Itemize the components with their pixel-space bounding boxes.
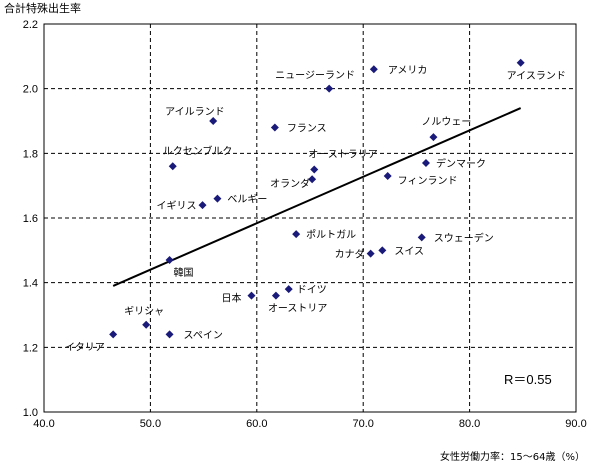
y-tick-label: 1.6 xyxy=(23,213,38,225)
point-label: スペイン xyxy=(184,330,223,341)
point-label: 韓国 xyxy=(174,267,194,279)
data-point xyxy=(142,320,151,329)
point-label: スイス xyxy=(394,246,424,257)
data-point xyxy=(270,123,279,132)
data-point xyxy=(325,84,334,93)
point-label: オーストラリア xyxy=(308,149,378,161)
point-label: イギリス xyxy=(157,200,197,212)
data-point xyxy=(308,175,317,184)
trend-line xyxy=(112,107,522,287)
x-tick-label: 40.0 xyxy=(33,418,54,430)
y-axis-title: 合計特殊出生率 xyxy=(4,1,81,15)
data-point xyxy=(378,246,387,255)
point-label: ドイツ xyxy=(297,285,327,296)
y-tick-label: 1.8 xyxy=(23,148,38,160)
data-point xyxy=(310,165,319,174)
data-point xyxy=(198,201,207,210)
grid xyxy=(44,24,576,412)
x-tick-label: 70.0 xyxy=(352,418,373,430)
point-label: ルクセンブルク xyxy=(163,144,233,157)
y-tick-labels: 1.0 1.2 1.4 1.6 1.8 2.0 2.2 xyxy=(23,19,38,419)
data-point xyxy=(284,285,293,294)
point-label: アイスランド xyxy=(507,70,566,82)
data-point xyxy=(271,291,280,300)
y-tick-label: 1.2 xyxy=(23,342,38,354)
data-point xyxy=(369,65,378,74)
point-label: イタリア xyxy=(65,341,105,353)
x-tick-label: 90.0 xyxy=(565,418,586,430)
data-point xyxy=(247,291,256,300)
correlation-annotation: R＝0.55 xyxy=(504,372,552,387)
point-label: フィンランド xyxy=(398,175,458,187)
point-label: カナダ xyxy=(335,248,365,261)
data-point xyxy=(165,256,174,265)
y-tick-label: 2.0 xyxy=(23,84,38,96)
data-point xyxy=(429,133,438,142)
point-label: アメリカ xyxy=(388,64,428,76)
point-label: ノルウェー xyxy=(421,116,471,128)
point-label: ポルトガル xyxy=(306,229,356,241)
point-label: スウェーデン xyxy=(434,231,494,244)
data-point xyxy=(366,249,375,258)
data-point xyxy=(383,171,392,180)
point-label: デンマーク xyxy=(436,157,486,170)
data-point xyxy=(168,162,177,171)
point-label: 日本 xyxy=(221,292,241,305)
plot-frame xyxy=(43,23,577,413)
y-tick-label: 1.0 xyxy=(23,407,38,419)
y-tick-label: 2.2 xyxy=(23,19,38,31)
point-label: ニュージーランド xyxy=(275,70,355,82)
x-tick-labels: 40.0 50.0 60.0 70.0 80.0 90.0 xyxy=(33,418,586,430)
x-tick-label: 60.0 xyxy=(246,418,267,430)
y-tick-label: 1.4 xyxy=(23,278,38,290)
point-label: オーストリア xyxy=(268,303,328,315)
data-point xyxy=(209,117,218,125)
x-tick-label: 50.0 xyxy=(140,418,161,430)
data-point xyxy=(292,230,301,239)
point-label: オランダ xyxy=(270,177,310,190)
point-label: アイルランド xyxy=(165,106,225,118)
data-point xyxy=(213,194,222,203)
data-point xyxy=(417,233,426,242)
data-point xyxy=(516,58,525,67)
point-label: ベルギー xyxy=(227,194,267,206)
x-tick-label: 80.0 xyxy=(459,418,480,430)
data-point xyxy=(165,330,174,339)
point-label: フランス xyxy=(287,122,327,134)
data-point xyxy=(421,159,430,168)
data-point xyxy=(109,330,118,339)
point-label: ギリシャ xyxy=(124,306,164,318)
data-points xyxy=(109,58,525,339)
x-axis-title: 女性労働力率：15～64歳（%） xyxy=(440,450,585,463)
